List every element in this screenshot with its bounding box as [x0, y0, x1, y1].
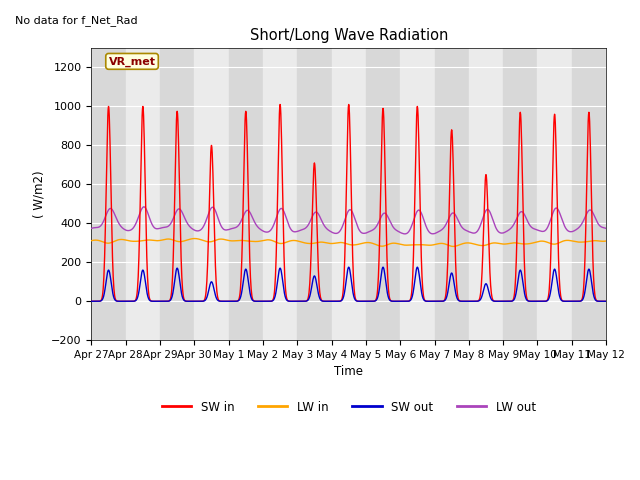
Bar	[297, 48, 332, 340]
Bar	[92, 48, 125, 340]
Bar	[435, 48, 469, 340]
Bar	[195, 48, 228, 340]
Bar	[228, 48, 263, 340]
Text: No data for f_Net_Rad: No data for f_Net_Rad	[15, 15, 138, 26]
Legend: SW in, LW in, SW out, LW out: SW in, LW in, SW out, LW out	[157, 396, 541, 418]
Y-axis label: ( W/m2): ( W/m2)	[33, 170, 45, 218]
Bar	[572, 48, 606, 340]
Text: VR_met: VR_met	[109, 56, 156, 67]
Bar	[366, 48, 400, 340]
Bar	[125, 48, 160, 340]
Bar	[160, 48, 195, 340]
X-axis label: Time: Time	[334, 365, 364, 379]
Bar	[400, 48, 435, 340]
Bar	[503, 48, 538, 340]
Title: Short/Long Wave Radiation: Short/Long Wave Radiation	[250, 28, 448, 43]
Bar	[606, 48, 640, 340]
Bar	[538, 48, 572, 340]
Bar	[332, 48, 366, 340]
Bar	[263, 48, 297, 340]
Bar	[469, 48, 503, 340]
